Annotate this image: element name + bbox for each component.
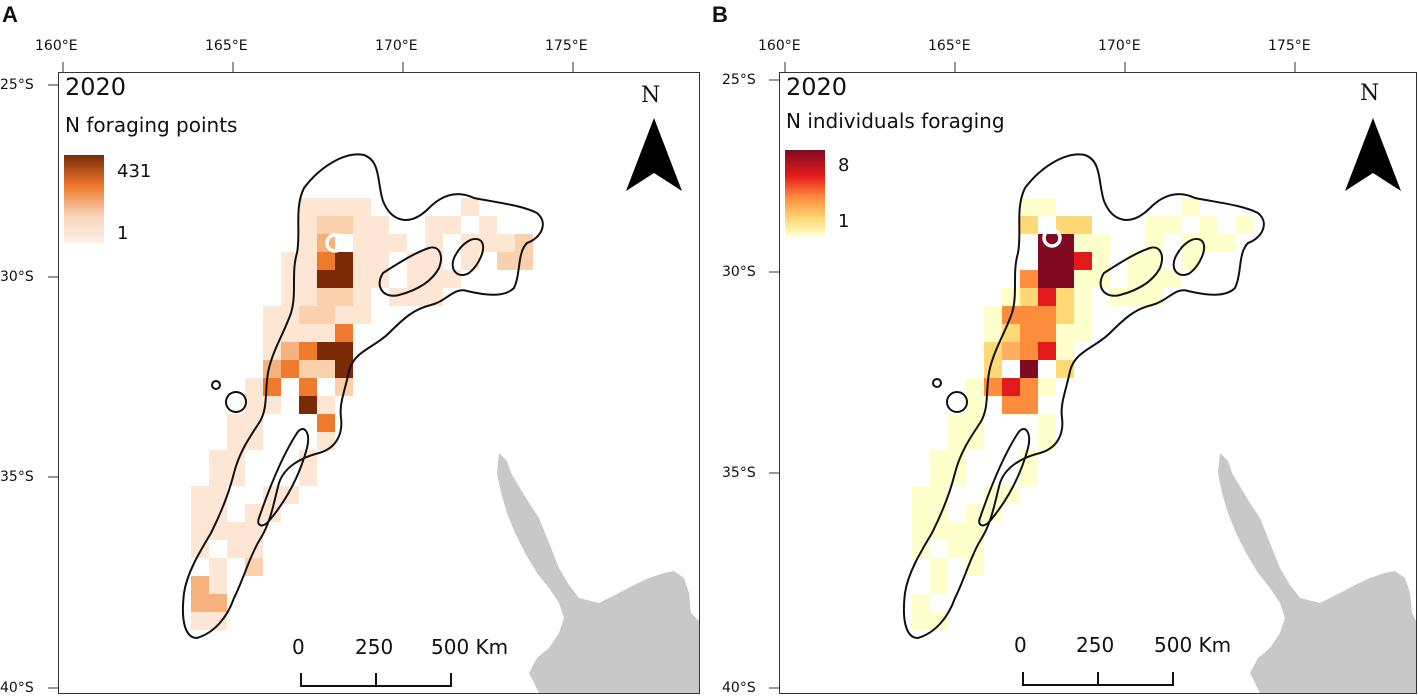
- lon-tick-170-b: 170°E: [1098, 38, 1141, 54]
- land-new-zealand: [497, 453, 699, 693]
- kernel-hole-3: [257, 428, 310, 527]
- lat-tick-40-b: 40°S: [722, 680, 756, 696]
- lon-tick-165-b: 165°E: [928, 38, 971, 54]
- legend-gradient-a: [64, 155, 104, 243]
- lat-tick-30-b: 30°S: [722, 264, 756, 280]
- scale-bar-b: [1022, 672, 1174, 686]
- legend-title-b: N individuals foraging: [786, 109, 1005, 133]
- islet-outline-small: [932, 378, 942, 388]
- kernel-outline: [181, 153, 544, 640]
- map-frame-b: 2020 N individuals foraging 8 1 N 0 250 …: [779, 72, 1417, 694]
- kernel-outline: [902, 153, 1265, 640]
- legend-max-a: 431: [117, 161, 152, 182]
- scale-label-250-a: 250: [355, 635, 394, 659]
- year-label-a: 2020: [65, 73, 127, 101]
- year-label-b: 2020: [786, 73, 848, 101]
- north-arrow-a: [626, 118, 682, 191]
- kernel-hole-3: [978, 428, 1031, 527]
- kernel-hole-1: [378, 246, 442, 297]
- north-arrow-b: [1345, 118, 1401, 191]
- map-frame-a: 2020 N foraging points 431 1 N 0 250 500…: [58, 72, 700, 694]
- lon-tick-175-a: 175°E: [545, 38, 588, 54]
- islet-outline: [946, 391, 968, 413]
- scale-label-250-b: 250: [1076, 633, 1115, 657]
- land-new-zealand: [1218, 453, 1416, 693]
- colony-marker: [1042, 228, 1062, 248]
- panel-letter-b: B: [712, 2, 728, 27]
- lon-tick-165-a: 165°E: [205, 38, 248, 54]
- legend-title-a: N foraging points: [65, 113, 238, 137]
- islet-outline-small: [211, 380, 221, 390]
- heat-cells-low: [191, 198, 515, 630]
- panel-letter-a: A: [2, 2, 18, 27]
- scale-label-500-b: 500 Km: [1154, 633, 1232, 657]
- heat-cells-max: [299, 252, 353, 414]
- heat-cells-low: [912, 198, 1254, 630]
- colony-marker: [325, 233, 345, 253]
- map-canvas-b: [785, 118, 1416, 693]
- heat-cells-max: [1020, 234, 1074, 378]
- lon-tick-170-a: 170°E: [375, 38, 418, 54]
- scale-bar-a: [300, 673, 452, 687]
- map-canvas-a: [64, 118, 699, 693]
- lon-tick-175-b: 175°E: [1268, 38, 1311, 54]
- north-label-b: N: [1360, 81, 1380, 106]
- kernel-hole-2: [451, 238, 485, 277]
- lat-tick-40-a: 40°S: [0, 680, 34, 696]
- scale-label-500-a: 500 Km: [431, 635, 509, 659]
- lon-tick-160-b: 160°E: [758, 38, 801, 54]
- legend-gradient-b: [785, 150, 825, 236]
- legend-min-a: 1: [117, 223, 129, 244]
- land-islet: [619, 603, 644, 621]
- lat-tick-25-b: 25°S: [722, 72, 756, 88]
- kernel-hole-1: [1099, 246, 1163, 297]
- lon-tick-160-a: 160°E: [35, 38, 78, 54]
- lat-tick-35-a: 35°S: [0, 469, 34, 485]
- heat-cells-mid: [191, 234, 335, 612]
- islet-outline: [225, 391, 247, 413]
- heat-cells-high: [1002, 252, 1092, 396]
- scale-label-0-b: 0: [1014, 633, 1027, 657]
- heat-cells-high: [263, 252, 353, 432]
- kernel-hole-2: [1172, 238, 1206, 277]
- lat-tick-30-a: 30°S: [0, 269, 34, 285]
- legend-min-b: 1: [838, 211, 850, 232]
- land-islet: [1340, 603, 1365, 621]
- lat-tick-35-b: 35°S: [722, 465, 756, 481]
- scale-label-0-a: 0: [292, 635, 305, 659]
- lat-tick-25-a: 25°S: [0, 77, 34, 93]
- legend-max-b: 8: [838, 155, 850, 176]
- north-label-a: N: [641, 83, 661, 108]
